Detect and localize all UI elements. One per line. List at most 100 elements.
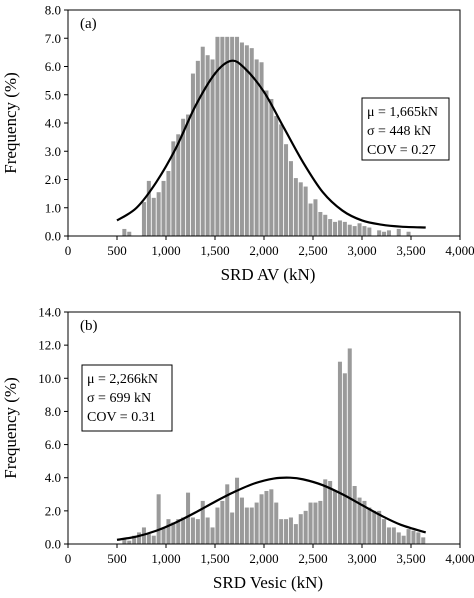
- histogram-bar: [230, 36, 235, 237]
- histogram-bar: [244, 45, 249, 237]
- histogram-bar: [239, 42, 244, 236]
- histogram-bar: [225, 36, 230, 237]
- histogram-bar: [205, 55, 210, 237]
- histogram-bar: [259, 62, 264, 237]
- histogram-bar: [337, 361, 342, 544]
- histogram-bar: [352, 226, 357, 236]
- histogram-bar: [401, 535, 406, 544]
- y-tick-label: 1.0: [45, 200, 61, 215]
- histogram-bar: [386, 527, 391, 544]
- histogram-bar: [235, 36, 240, 237]
- histogram-bar: [362, 500, 367, 544]
- histogram-bar: [195, 519, 200, 544]
- histogram-bar: [220, 36, 225, 237]
- histogram-bar: [200, 500, 205, 544]
- y-tick-label: 10.0: [38, 371, 61, 386]
- y-axis-title: Frequency (%): [1, 377, 20, 479]
- histogram-bar: [156, 192, 161, 236]
- y-tick-label: 0.0: [45, 537, 61, 552]
- histogram-bar: [328, 481, 333, 544]
- histogram-bar: [406, 529, 411, 544]
- normal-fit-curve: [116, 476, 427, 541]
- histogram-bar: [308, 203, 313, 236]
- histogram-bar: [181, 118, 186, 236]
- x-tick-label: 1,500: [200, 551, 229, 566]
- y-tick-label: 4.0: [45, 470, 61, 485]
- histogram-bar: [122, 228, 127, 236]
- histogram-bar: [333, 490, 338, 544]
- histogram-bar: [421, 537, 426, 544]
- histogram-bar: [357, 497, 362, 544]
- histogram-bar: [186, 114, 191, 236]
- histogram-bar: [171, 522, 176, 544]
- histogram-bar: [249, 507, 254, 544]
- histogram-bar: [181, 517, 186, 544]
- stats-box: [81, 364, 173, 432]
- x-axis-title: SRD AV (kN): [221, 265, 316, 284]
- histogram-bar: [274, 502, 279, 544]
- histogram-bar: [318, 500, 323, 544]
- histogram-bar: [377, 510, 382, 544]
- histogram-bar: [347, 348, 352, 544]
- x-tick-label: 0: [65, 551, 72, 566]
- stats-line: COV = 0.31: [87, 410, 156, 425]
- histogram-bar: [132, 535, 137, 544]
- histogram-bar: [269, 98, 274, 237]
- histogram-bar: [166, 519, 171, 544]
- histogram-bar: [313, 199, 318, 236]
- histogram-bar: [288, 161, 293, 236]
- histogram-bar: [342, 221, 347, 237]
- histogram-bar: [151, 535, 156, 544]
- histogram-bar: [254, 59, 259, 236]
- x-tick-label: 2,500: [298, 243, 327, 258]
- histogram-bar: [333, 221, 338, 237]
- y-tick-label: 8.0: [45, 3, 61, 18]
- histogram-bar: [279, 124, 284, 236]
- histogram-bar: [313, 502, 318, 544]
- y-tick-label: 14.0: [38, 305, 61, 320]
- x-tick-label: 500: [107, 243, 127, 258]
- x-tick-label: 0: [65, 243, 72, 258]
- histogram-bar: [269, 489, 274, 544]
- histogram-bar: [367, 507, 372, 544]
- histogram-bar: [323, 214, 328, 236]
- histogram-bar: [141, 202, 146, 236]
- x-tick-label: 2,500: [298, 551, 327, 566]
- x-tick-label: 1,500: [200, 243, 229, 258]
- histogram-bar: [416, 532, 421, 544]
- histogram-bar: [337, 220, 342, 236]
- histogram-bar: [195, 60, 200, 236]
- histogram-bar: [210, 59, 215, 236]
- histogram-bar: [127, 231, 132, 236]
- histogram-bar: [372, 510, 377, 544]
- histogram-bar: [259, 494, 264, 544]
- histogram-bar: [166, 171, 171, 236]
- histogram-bar: [347, 224, 352, 236]
- histogram-bar: [210, 527, 215, 544]
- histogram-bar: [284, 519, 289, 544]
- stats-line: COV = 0.27: [367, 143, 436, 158]
- stats-box: [361, 97, 450, 161]
- x-tick-label: 500: [107, 551, 127, 566]
- y-tick-label: 2.0: [45, 503, 61, 518]
- y-axis-title: Frequency (%): [1, 72, 20, 174]
- normal-fit-curve: [116, 59, 426, 229]
- histogram-bar: [225, 484, 230, 544]
- histogram-bar: [274, 115, 279, 236]
- histogram-bar: [293, 178, 298, 236]
- histogram-bar: [230, 512, 235, 544]
- histogram-bar: [357, 223, 362, 236]
- chart-panel-b: 0 500 1,000 1,500 2,000 2,500 3,000 3,500 4,000 0…: [1, 305, 474, 593]
- histogram-bar: [382, 231, 387, 236]
- histogram-bar: [146, 180, 151, 236]
- histogram-bar: [244, 507, 249, 544]
- histogram-bar: [146, 534, 151, 544]
- histogram-bar: [308, 502, 313, 544]
- histogram-bar: [391, 527, 396, 544]
- histogram-bar: [264, 490, 269, 544]
- panel-label: (a): [80, 16, 97, 32]
- y-tick-label: 12.0: [38, 338, 61, 353]
- y-tick-label: 4.0: [45, 116, 61, 131]
- histogram-bar: [323, 479, 328, 544]
